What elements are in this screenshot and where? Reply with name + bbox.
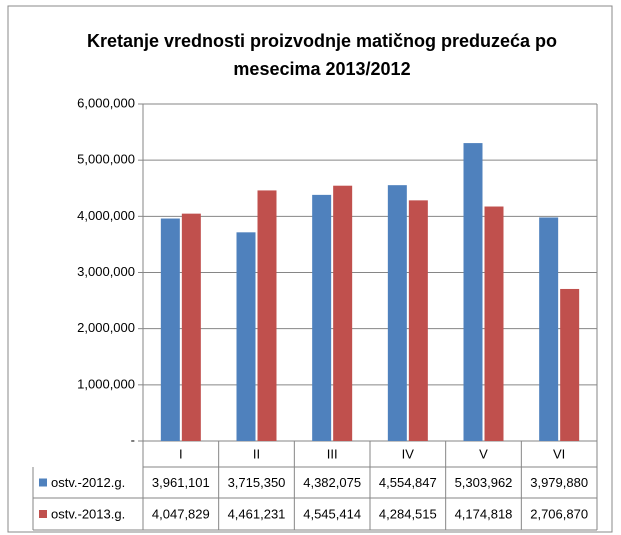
- bar: [463, 143, 483, 442]
- legend-key: [39, 478, 47, 487]
- table-value: 4,461,231: [228, 506, 286, 521]
- x-tick-label: V: [479, 446, 488, 461]
- x-tick-label: VI: [553, 446, 565, 461]
- table-value: 3,979,880: [530, 475, 588, 490]
- chart-title: mesecima 2013/2012: [233, 59, 410, 79]
- y-tick-label: 1,000,000: [77, 376, 135, 391]
- bar: [408, 200, 428, 441]
- table-value: 5,303,962: [455, 475, 513, 490]
- table-value: 4,047,829: [152, 506, 210, 521]
- table-value: 3,961,101: [152, 475, 210, 490]
- bar: [484, 206, 504, 441]
- y-tick-label: 4,000,000: [77, 208, 135, 223]
- table-value: 4,554,847: [379, 475, 437, 490]
- table-value: 4,382,075: [303, 475, 361, 490]
- bar: [539, 217, 559, 441]
- bar: [312, 194, 332, 441]
- table-value: 4,174,818: [455, 506, 513, 521]
- legend-key: [39, 510, 47, 518]
- x-tick-label: III: [327, 446, 338, 461]
- x-tick-label: II: [253, 446, 260, 461]
- y-tick-label: 6,000,000: [77, 95, 135, 110]
- chart-frame: [7, 5, 613, 533]
- table-value: 4,284,515: [379, 506, 437, 521]
- bar: [236, 232, 256, 441]
- legend-label: ostv.-2013.g.: [51, 506, 125, 521]
- y-tick-label: 5,000,000: [77, 152, 135, 167]
- bar: [160, 218, 180, 441]
- bar: [257, 190, 277, 441]
- bar: [560, 288, 580, 441]
- x-tick-label: I: [179, 446, 183, 461]
- y-tick-label: 2,000,000: [77, 320, 135, 335]
- table-value: 3,715,350: [228, 475, 286, 490]
- x-tick-label: IV: [402, 446, 415, 461]
- table-value: 2,706,870: [530, 506, 588, 521]
- chart-title: Kretanje vrednosti proizvodnje matičnog …: [87, 31, 557, 51]
- bar: [181, 213, 201, 441]
- bar: [333, 185, 353, 441]
- table-value: 4,545,414: [303, 506, 361, 521]
- bar: [387, 185, 407, 441]
- legend-label: ostv.-2012.g.: [51, 475, 125, 490]
- y-tick-label: -: [131, 432, 135, 447]
- y-tick-label: 3,000,000: [77, 264, 135, 279]
